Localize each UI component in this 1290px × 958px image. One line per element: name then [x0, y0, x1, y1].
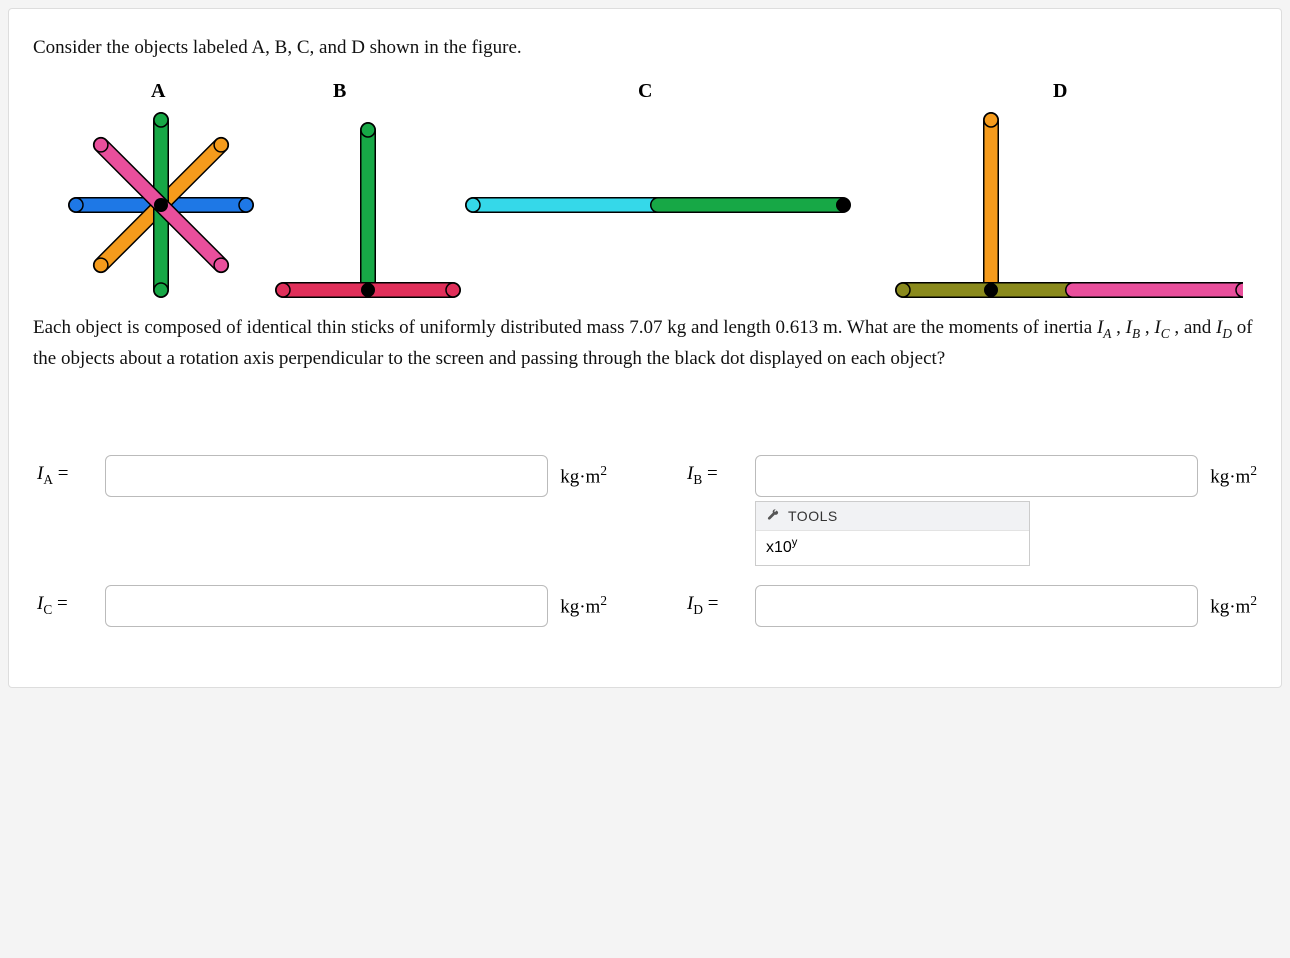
label-IB: IB = [687, 463, 743, 488]
comma1: , [1111, 317, 1125, 338]
answer-cell-B: IB = kg·m2 TOOLS x10y [687, 455, 1257, 497]
label-IC: IC = [37, 593, 93, 618]
unit-IC: kg·m2 [560, 593, 607, 618]
svg-text:D: D [1053, 80, 1067, 102]
var-IB: IB [1126, 317, 1140, 338]
body-pre: Each object is composed of identical thi… [33, 317, 1097, 338]
var-IA: IA [1097, 317, 1111, 338]
answer-cell-D: ID = kg·m2 [687, 585, 1257, 627]
unit-IB: kg·m2 [1210, 463, 1257, 488]
diagram-svg: A B C D [33, 75, 1243, 305]
tools-header: TOOLS [756, 502, 1029, 531]
label-IA: IA = [37, 463, 93, 488]
svg-text:B: B [333, 80, 346, 102]
comma2: , [1140, 317, 1154, 338]
input-IB[interactable] [755, 455, 1198, 497]
problem-body: Each object is composed of identical thi… [33, 313, 1261, 374]
unit-ID: kg·m2 [1210, 593, 1257, 618]
answer-cell-A: IA = kg·m2 [37, 455, 607, 497]
tools-body[interactable]: x10y [756, 531, 1029, 565]
input-ID[interactable] [755, 585, 1198, 627]
label-ID: ID = [687, 593, 743, 618]
svg-text:C: C [638, 80, 652, 102]
input-IC[interactable] [105, 585, 548, 627]
comma3: , and [1170, 317, 1216, 338]
unit-IA: kg·m2 [560, 463, 607, 488]
wrench-icon [766, 509, 780, 523]
answer-cell-C: IC = kg·m2 [37, 585, 607, 627]
answer-grid: IA = kg·m2 IB = kg·m2 TOOLS x10y [33, 455, 1261, 627]
sci-notation-button[interactable]: x10y [766, 539, 797, 556]
var-ID: ID [1216, 317, 1232, 338]
figure: A B C D [33, 75, 1261, 305]
question-card: Consider the objects labeled A, B, C, an… [8, 8, 1282, 688]
input-IA[interactable] [105, 455, 548, 497]
var-IC: IC [1154, 317, 1169, 338]
tools-popover: TOOLS x10y [755, 501, 1030, 566]
tools-title: TOOLS [788, 508, 838, 524]
svg-text:A: A [151, 80, 166, 102]
problem-intro: Consider the objects labeled A, B, C, an… [33, 33, 1261, 63]
